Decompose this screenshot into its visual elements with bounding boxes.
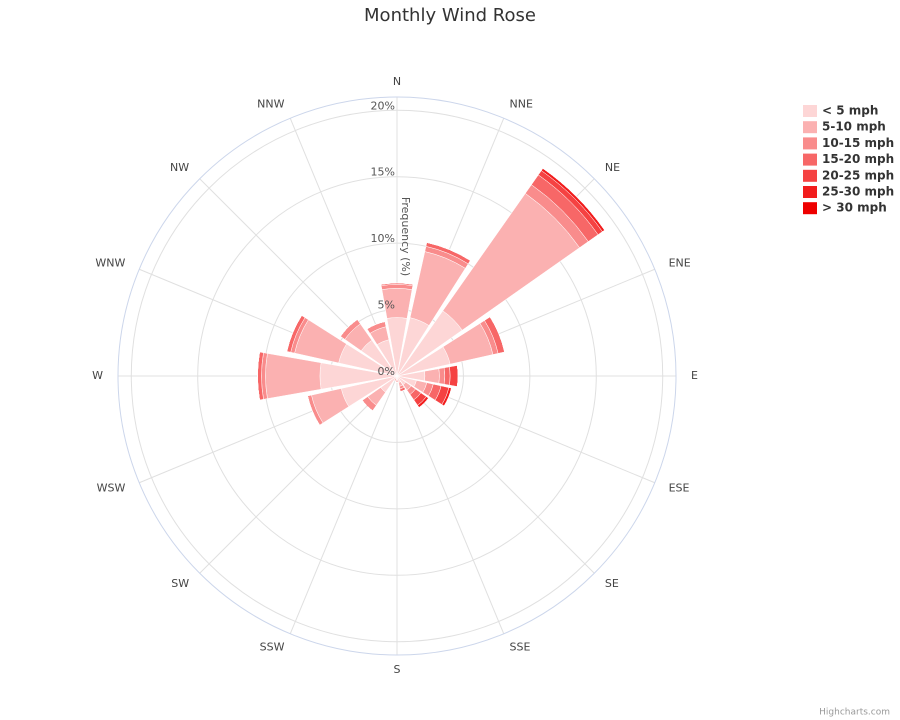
bar-segment (286, 315, 302, 352)
legend-swatch[interactable] (803, 105, 817, 117)
legend-label[interactable]: 20-25 mph (822, 168, 894, 182)
category-label: ESE (669, 482, 690, 495)
bar-segment (265, 353, 322, 399)
bar-segment (438, 367, 446, 385)
y-tick-label: 10% (371, 232, 395, 245)
category-label: E (691, 369, 698, 382)
category-label: WNW (95, 256, 125, 269)
y-tick-label: 0% (378, 365, 395, 378)
chart-title: Monthly Wind Rose (364, 5, 536, 26)
legend-swatch[interactable] (803, 121, 817, 134)
y-tick-label: 20% (371, 99, 395, 112)
category-label: S (394, 663, 401, 676)
grid-circle (197, 176, 597, 576)
legend-label[interactable]: > 30 mph (822, 201, 887, 215)
bar-segment (542, 168, 605, 231)
radial-grid-line (199, 375, 398, 574)
bars (257, 168, 605, 426)
category-label: SE (605, 577, 619, 590)
bar-segment (380, 282, 414, 285)
category-label: SSE (510, 641, 531, 654)
legend-swatch[interactable] (803, 137, 817, 150)
legend-label[interactable]: 25-30 mph (822, 185, 894, 199)
radial-grid-line (289, 375, 398, 634)
y-tick-label: 15% (371, 166, 395, 179)
category-label: NE (605, 161, 620, 174)
legend-label[interactable]: 15-20 mph (822, 152, 894, 166)
category-label: ENE (669, 256, 691, 269)
bar-segment (257, 351, 260, 401)
bar-segment (424, 368, 440, 384)
bar-segment (456, 365, 459, 387)
category-label: NNW (257, 97, 284, 110)
legend-swatch[interactable] (803, 169, 817, 182)
y-axis-title: Frequency (%) (399, 197, 412, 276)
legend: < 5 mph 5-10 mph 10-15 mph 15-20 mph 20-25 m… (803, 104, 894, 215)
radial-grid-line (396, 375, 505, 634)
radial-grid-line (396, 375, 595, 574)
category-label: SW (171, 577, 189, 590)
legend-label[interactable]: 5-10 mph (822, 120, 886, 134)
pane-border (117, 96, 677, 656)
bar-segment (400, 389, 406, 392)
category-label: W (92, 369, 103, 382)
grid-circle (130, 109, 664, 643)
bar-segment (340, 319, 358, 337)
legend-label[interactable]: < 5 mph (822, 104, 878, 118)
category-label: WSW (97, 482, 126, 495)
category-label: NNE (510, 97, 533, 110)
bar-segment (449, 365, 459, 387)
credits[interactable]: Highcharts.com (819, 708, 890, 718)
bar-segment (443, 366, 451, 386)
legend-swatch[interactable] (803, 186, 817, 198)
category-label: N (393, 75, 401, 88)
category-label: SSW (260, 641, 285, 654)
legend-swatch[interactable] (803, 202, 817, 215)
legend-label[interactable]: 10-15 mph (822, 136, 894, 150)
y-tick-label: 5% (378, 299, 395, 312)
category-label: NW (170, 161, 189, 174)
legend-swatch[interactable] (803, 153, 817, 166)
bar-segment (362, 400, 373, 411)
